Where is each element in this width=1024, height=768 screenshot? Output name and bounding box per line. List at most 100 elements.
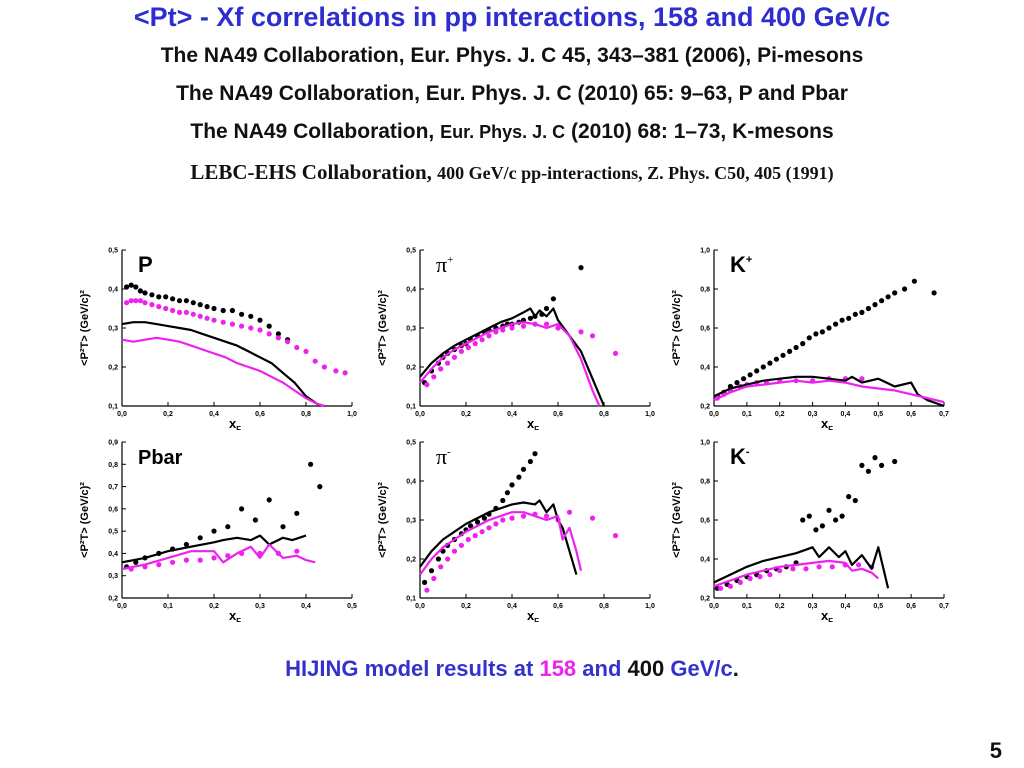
panel-label: π- [436, 444, 451, 469]
data-point-black [787, 348, 793, 354]
data-point-black [504, 490, 510, 496]
chart-panel-p: 0,0 0,2 0,4 0,6 0,8 1,0 0,1 0,2 0,3 0,4 0,5 xF <P²T>… [70, 240, 360, 431]
data-point-black [509, 482, 515, 488]
footer-energy-400: 400 [627, 656, 665, 681]
data-point-black [211, 305, 217, 312]
data-point-magenta [248, 325, 254, 331]
page-number: 5 [989, 738, 1002, 763]
y-tick-label: 0,1 [406, 596, 416, 603]
x-tick-label: 0,0 [709, 411, 719, 418]
data-point-black [422, 579, 428, 585]
y-tick-label: 0,4 [700, 557, 710, 564]
data-point-black [806, 335, 812, 341]
x-tick-label: 0,6 [553, 411, 563, 418]
data-point-black [149, 292, 155, 298]
data-point-magenta [211, 555, 217, 561]
data-point-magenta [737, 579, 743, 585]
data-point-magenta [321, 364, 327, 370]
data-point-magenta [142, 300, 148, 306]
data-point-black [793, 344, 799, 351]
data-point-magenta [312, 358, 318, 364]
y-tick-label: 0,8 [700, 287, 710, 294]
data-point-black [892, 458, 898, 465]
data-point-magenta [128, 298, 134, 304]
series-line-magenta [419, 321, 601, 407]
data-point-magenta [239, 323, 245, 329]
data-point-magenta [509, 325, 515, 331]
x-axis-label-sub: F [534, 425, 539, 430]
panel-label-sup: - [447, 446, 451, 458]
x-tick-label: 0,7 [939, 603, 949, 610]
footer-text-b: GeV/c [664, 656, 733, 681]
data-point-black [865, 468, 871, 474]
data-point-black [128, 282, 134, 288]
x-axis-label: xF [821, 608, 833, 622]
x-tick-label: 0,2 [775, 411, 785, 418]
data-point-magenta [816, 564, 822, 570]
x-tick-label: 0,3 [808, 603, 818, 610]
data-point-magenta [176, 309, 183, 315]
reference-3-details: (2010) 68: 1–73, K-mesons [570, 120, 834, 143]
data-point-magenta [197, 557, 203, 563]
data-point-magenta [479, 337, 485, 343]
data-point-black [500, 497, 506, 504]
footer-energy-158: 158 [539, 656, 577, 681]
data-point-black [754, 368, 760, 374]
data-point-magenta [266, 331, 272, 337]
series-line-magenta [713, 559, 880, 588]
y-tick-label: 0,3 [406, 326, 416, 333]
x-tick-label: 0,8 [599, 411, 609, 418]
data-point-magenta [137, 298, 143, 304]
y-tick-label: 0,3 [108, 326, 118, 333]
data-point-magenta [520, 513, 527, 519]
data-point-black [806, 513, 812, 519]
panel-label: Pbar [138, 447, 183, 469]
data-point-black [773, 356, 779, 362]
series-line-black [419, 499, 578, 575]
y-tick-label: 0,4 [406, 479, 416, 486]
data-point-magenta [612, 350, 619, 356]
y-tick-label: 0,2 [406, 557, 416, 564]
data-point-black [520, 466, 527, 472]
series-line-magenta [121, 336, 325, 408]
x-axis-label-sub: F [534, 617, 539, 622]
data-point-magenta [257, 327, 263, 333]
data-point-black [133, 284, 139, 290]
data-point-black [275, 331, 281, 337]
data-point-black [280, 524, 286, 530]
data-point-black [308, 461, 314, 467]
data-point-magenta [578, 329, 584, 335]
chart-kminus: 0,0 0,1 0,2 0,3 0,4 0,5 0,6 0,7 0,2 0,4 0,6 0,8 1,0 x… [671, 440, 949, 623]
y-axis-label: <P²T> (GeV/c)² [377, 290, 389, 366]
y-axis-label: <P²T> (GeV/c)² [79, 290, 91, 366]
data-point-black [747, 372, 753, 378]
x-tick-label: 0,2 [461, 411, 471, 418]
chart-panel-piminus: 0,0 0,2 0,4 0,6 0,8 1,0 0,1 0,2 0,3 0,4 0,5 xF <P²T>… [368, 432, 658, 623]
series-line-black [713, 546, 890, 589]
chart-kplus: 0,0 0,1 0,2 0,3 0,4 0,5 0,6 0,7 0,2 0,4 0,6 0,8 1,0 x… [671, 248, 949, 431]
x-axis-label: xF [229, 608, 241, 622]
x-tick-label: 0,4 [209, 411, 219, 418]
y-tick-label: 0,4 [700, 365, 710, 372]
data-point-black [833, 321, 839, 327]
data-point-magenta [424, 587, 430, 593]
data-point-black [872, 302, 878, 308]
x-axis-label-sub: F [828, 617, 833, 622]
data-point-magenta [133, 298, 139, 304]
data-point-magenta [767, 572, 773, 578]
data-point-magenta [543, 321, 550, 327]
data-point-black [892, 290, 898, 296]
footer-text-a: HIJING model results at [285, 656, 540, 681]
data-point-black [527, 458, 533, 465]
data-point-black [257, 317, 263, 323]
data-point-magenta [543, 513, 550, 519]
x-tick-label: 0,8 [301, 411, 311, 418]
y-tick-label: 0,3 [108, 573, 118, 580]
data-point-black [266, 323, 272, 329]
chart-panel-kminus: 0,0 0,1 0,2 0,3 0,4 0,5 0,6 0,7 0,2 0,4 0,6 0,8 1,0 x… [662, 432, 952, 623]
chart-pbar: 0,0 0,1 0,2 0,3 0,4 0,5 0,2 0,3 0,4 0,5 0,6 0,7 0,8 0… [79, 440, 357, 623]
x-tick-label: 0,2 [775, 603, 785, 610]
y-axis-label: <P²T> (GeV/c)² [671, 482, 683, 558]
y-tick-label: 0,5 [108, 529, 118, 536]
data-point-black [800, 341, 806, 347]
